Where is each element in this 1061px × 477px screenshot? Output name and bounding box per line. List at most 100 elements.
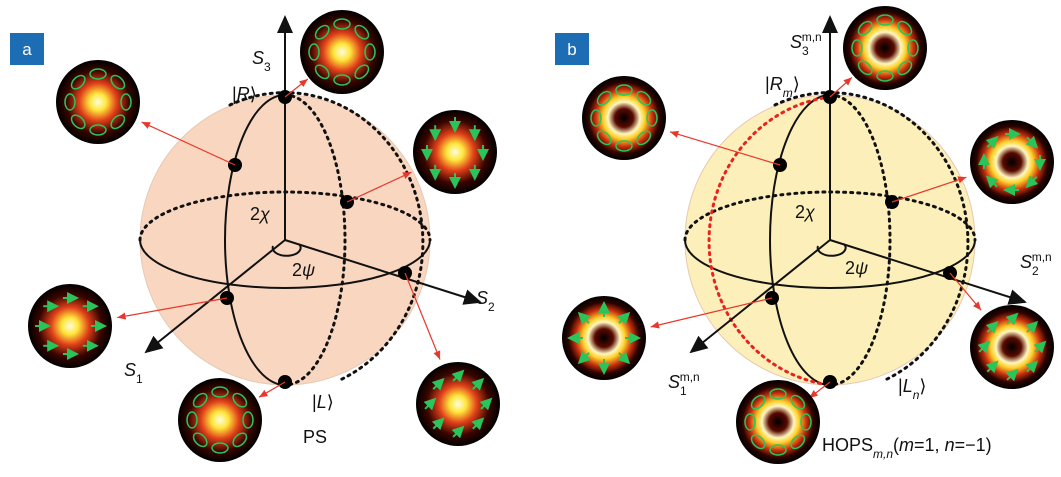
label-part: m,n [1032,250,1052,264]
panel-tag: a [22,40,32,59]
meridian-back [828,93,892,387]
polarization [1005,368,1019,382]
polarization [857,20,873,36]
label-s1: S1m,n [668,370,700,398]
label-part: n [913,388,920,402]
polarization [1025,320,1039,334]
label-part: 2 [250,204,260,224]
beam-profile [843,6,927,90]
label-l: |L⟩ [312,392,334,412]
polarization [577,311,591,325]
polarization [110,114,126,130]
beam [970,120,1054,204]
label-part: m [899,435,914,455]
label-part: L [317,392,327,412]
polarization [192,432,208,448]
polarization [431,377,445,391]
beam [843,6,927,90]
label-part: m,n [873,447,893,461]
label-part: n [945,435,955,455]
polarization [431,417,445,431]
axis-s2 [284,239,482,305]
polarization [636,130,652,146]
polarization [314,64,330,80]
state-arrow [284,78,309,98]
label-part: L [903,376,913,396]
polarization [211,442,229,454]
label-s2: S2m,n [1020,250,1052,278]
polarization [769,444,787,456]
polarization [985,360,999,374]
state-arrow [258,381,286,398]
beam-profile [970,305,1054,389]
beam-profile [413,110,497,194]
meridian-red [707,95,832,387]
label-part: 1 [680,384,687,398]
polarization [451,369,465,383]
polarization [242,411,254,429]
polarization [354,64,370,80]
polarization [1025,175,1039,189]
polarization [232,432,248,448]
label-part: ⟩ [250,84,257,104]
polarization [451,425,465,439]
polarization [423,397,437,411]
polarization [876,14,894,26]
polarization [186,411,198,429]
polarization [333,74,351,86]
polarization [851,39,863,57]
label-part: S [476,288,488,308]
label-part: HOPS [822,435,873,455]
polarization [636,90,652,106]
state-arrow [669,130,781,166]
label-part: ⟩ [919,376,926,396]
label-part: S [790,32,802,52]
polarization [64,93,76,111]
panel-tag: b [567,40,576,59]
label-part: 2 [845,258,855,278]
polarization [1005,312,1019,326]
polarization [615,140,633,152]
label-r: |Rm⟩ [765,74,800,100]
beam [300,10,384,94]
polarization [985,135,999,149]
label-part: 2 [1032,264,1039,278]
polarization [89,124,107,136]
label-s3: S3 [252,48,271,74]
label-part: 2 [292,260,302,280]
polarization [120,93,132,111]
beam-profile [28,284,112,368]
beam-profile [582,76,666,160]
label-s1: S1 [124,360,143,386]
polarization [897,60,913,76]
polarization [211,386,229,398]
axis-s2 [829,239,1027,305]
polarization [790,434,806,450]
polarization [308,43,320,61]
polarization [89,68,107,80]
label-part: m,n [802,30,822,44]
label-psi: 2ψ [292,260,315,280]
label-part: ⟩ [327,392,334,412]
polarization [750,394,766,410]
label-part: χ [258,204,271,224]
polarization [617,311,631,325]
polarization [985,320,999,334]
state-arrow [891,176,967,203]
beam [736,380,820,464]
polarization [897,20,913,36]
label-part: =1, [914,435,945,455]
axis-s1 [144,239,286,354]
tag-box [555,33,589,65]
label-part: ( [893,435,899,455]
polarization [70,74,86,90]
label-chi: 2χ [795,202,816,222]
polarization [364,43,376,61]
state-arrow [117,297,228,320]
beam-profile [736,380,820,464]
label-part: S [124,360,136,380]
state-arrow [949,272,982,311]
angle-mark [271,243,302,257]
